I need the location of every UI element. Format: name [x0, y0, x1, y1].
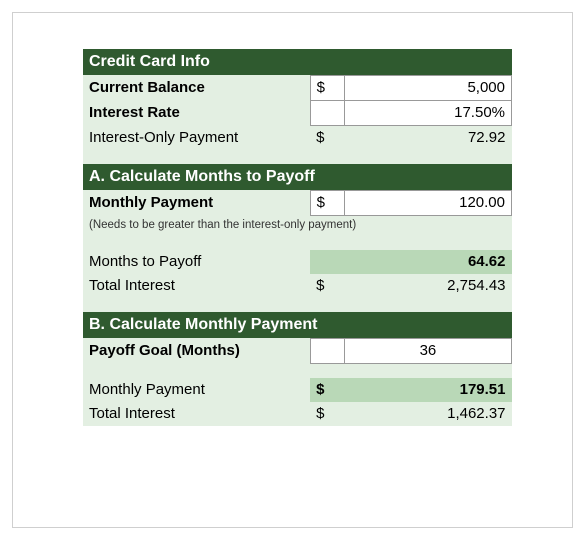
spacer-row: [83, 364, 512, 378]
symbol-total-interest-b: $: [310, 402, 344, 426]
credit-card-calculator-table: Credit Card Info Current Balance $ 5,000…: [83, 49, 512, 426]
value-total-interest-a: 2,754.43: [344, 274, 511, 298]
section-header-months-to-payoff: A. Calculate Months to Payoff: [83, 164, 512, 190]
label-total-interest-a: Total Interest: [83, 274, 310, 298]
note-monthly-payment-a: (Needs to be greater than the interest-o…: [83, 216, 512, 236]
spacer-row: [83, 150, 512, 164]
value-monthly-payment-b: 179.51: [344, 378, 511, 402]
label-months-to-payoff: Months to Payoff: [83, 250, 310, 274]
section-header-info: Credit Card Info: [83, 49, 512, 75]
spacer-row: [83, 236, 512, 250]
symbol-months-to-payoff: [310, 250, 344, 274]
spacer-row: [83, 298, 512, 312]
label-interest-rate: Interest Rate: [83, 100, 310, 125]
symbol-current-balance: $: [310, 75, 344, 100]
label-monthly-payment-a: Monthly Payment: [83, 190, 310, 215]
section-header-monthly-payment: B. Calculate Monthly Payment: [83, 312, 512, 338]
symbol-interest-only-payment: $: [310, 126, 344, 151]
input-interest-rate[interactable]: 17.50%: [344, 100, 511, 125]
symbol-payoff-goal: [310, 338, 344, 363]
symbol-interest-rate: [310, 100, 344, 125]
symbol-monthly-payment-b: $: [310, 378, 344, 402]
label-total-interest-b: Total Interest: [83, 402, 310, 426]
symbol-monthly-payment-a: $: [310, 190, 344, 215]
value-interest-only-payment: 72.92: [344, 126, 511, 151]
label-interest-only-payment: Interest-Only Payment: [83, 126, 310, 151]
value-total-interest-b: 1,462.37: [344, 402, 511, 426]
label-monthly-payment-b: Monthly Payment: [83, 378, 310, 402]
value-months-to-payoff: 64.62: [344, 250, 511, 274]
label-payoff-goal: Payoff Goal (Months): [83, 338, 310, 363]
input-payoff-goal[interactable]: 36: [344, 338, 511, 363]
symbol-total-interest-a: $: [310, 274, 344, 298]
input-current-balance[interactable]: 5,000: [344, 75, 511, 100]
label-current-balance: Current Balance: [83, 75, 310, 100]
document-frame: Credit Card Info Current Balance $ 5,000…: [12, 12, 573, 528]
input-monthly-payment-a[interactable]: 120.00: [344, 190, 511, 215]
